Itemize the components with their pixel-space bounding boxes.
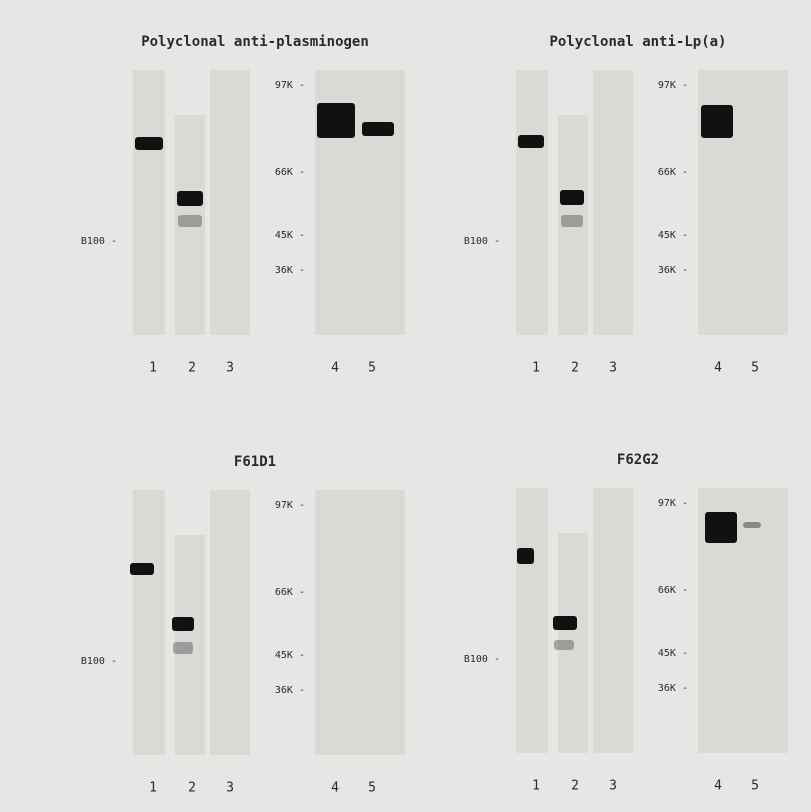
panel-title: F62G2 — [617, 452, 659, 468]
panel-title: F61D1 — [234, 454, 276, 470]
band — [554, 640, 574, 650]
lane-number: 1 — [149, 781, 157, 796]
lane-number: 5 — [751, 779, 759, 794]
lane-number: 5 — [751, 361, 759, 376]
lane — [315, 490, 360, 755]
lane-number: 3 — [609, 779, 617, 794]
band — [705, 512, 737, 543]
marker-label: B100 - — [464, 236, 500, 247]
band — [518, 135, 544, 148]
lane-number: 4 — [331, 781, 339, 796]
mw-label: 66K - — [658, 167, 688, 178]
figure: Polyclonal anti-plasminogen B100 - 97K - 66… — [0, 0, 811, 808]
band — [178, 215, 202, 227]
lane-number: 2 — [571, 779, 579, 794]
mw-label: 36K - — [658, 265, 688, 276]
mw-label: 66K - — [275, 167, 305, 178]
mw-label: 45K - — [275, 650, 305, 661]
mw-label: 45K - — [658, 230, 688, 241]
mw-label: 36K - — [658, 683, 688, 694]
lane — [360, 70, 405, 335]
band — [177, 191, 203, 206]
lane — [516, 70, 548, 335]
band — [130, 563, 154, 575]
band — [561, 215, 583, 227]
panel-title: Polyclonal anti-plasminogen — [141, 34, 369, 50]
background — [0, 0, 811, 808]
mw-label: 36K - — [275, 685, 305, 696]
mw-label: 97K - — [275, 500, 305, 511]
lane-number: 2 — [188, 781, 196, 796]
lane-number: 4 — [714, 779, 722, 794]
lane-number: 1 — [532, 361, 540, 376]
lane — [360, 490, 405, 755]
mw-label: 97K - — [658, 80, 688, 91]
page: Polyclonal anti-plasminogen B100 - 97K - 66… — [0, 0, 811, 808]
marker-label: B100 - — [464, 654, 500, 665]
marker-label: B100 - — [81, 236, 117, 247]
band — [317, 103, 355, 138]
lane-number: 4 — [331, 361, 339, 376]
lane-number: 5 — [368, 361, 376, 376]
mw-label: 36K - — [275, 265, 305, 276]
lane — [210, 70, 250, 335]
lane-number: 2 — [188, 361, 196, 376]
marker-label: B100 - — [81, 656, 117, 667]
band — [743, 522, 761, 528]
band — [560, 190, 584, 205]
lane — [593, 488, 633, 753]
band — [135, 137, 163, 150]
mw-label: 97K - — [275, 80, 305, 91]
band — [362, 122, 394, 136]
band — [173, 642, 193, 654]
lane-number: 3 — [609, 361, 617, 376]
lane — [593, 70, 633, 335]
mw-label: 66K - — [275, 587, 305, 598]
lane-number: 3 — [226, 361, 234, 376]
lane-number: 1 — [149, 361, 157, 376]
band — [517, 548, 534, 564]
mw-label: 97K - — [658, 498, 688, 509]
lane — [743, 70, 788, 335]
lane-number: 5 — [368, 781, 376, 796]
band — [701, 105, 733, 138]
lane-number: 2 — [571, 361, 579, 376]
lane — [210, 490, 250, 755]
mw-label: 45K - — [658, 648, 688, 659]
band — [553, 616, 577, 630]
mw-label: 45K - — [275, 230, 305, 241]
panel-title: Polyclonal anti-Lp(a) — [549, 34, 726, 50]
lane — [133, 70, 165, 335]
lane-number: 3 — [226, 781, 234, 796]
band — [172, 617, 194, 631]
lane — [516, 488, 548, 753]
lane-number: 4 — [714, 361, 722, 376]
mw-label: 66K - — [658, 585, 688, 596]
lane — [133, 490, 165, 755]
lane-number: 1 — [532, 779, 540, 794]
